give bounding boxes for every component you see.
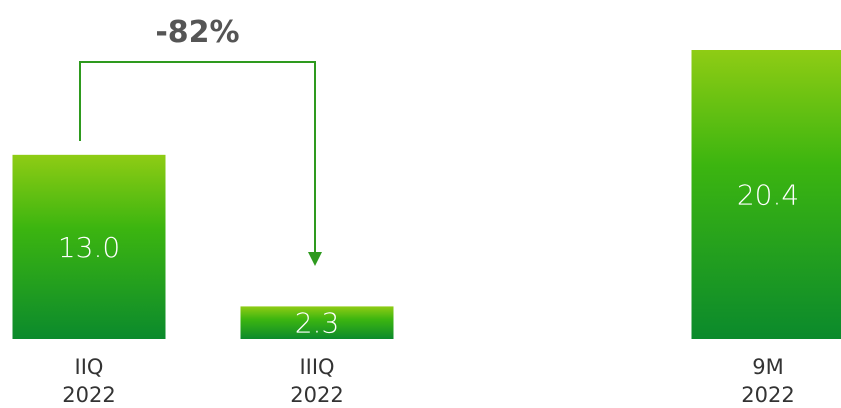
change-bracket-line xyxy=(79,61,316,254)
arrow-down-icon xyxy=(308,252,322,266)
bar-1 xyxy=(240,306,394,339)
category-label-0-line2: 2022 xyxy=(62,383,115,407)
bar-value-label-2: 20.4 xyxy=(737,179,799,212)
category-label-0-line1: IIQ xyxy=(75,355,104,379)
bar-2 xyxy=(691,50,841,339)
category-label-2-line1: 9M xyxy=(752,355,783,379)
bar-value-label-1: 2.3 xyxy=(295,307,340,340)
category-label-2-line2: 2022 xyxy=(741,383,794,407)
category-label-1-line1: IIIQ xyxy=(299,355,334,379)
bar-0 xyxy=(12,154,166,339)
bar-value-label-0: 13.0 xyxy=(58,231,120,264)
change-annotation-label: -82% xyxy=(155,15,239,50)
category-label-1-line2: 2022 xyxy=(290,383,343,407)
